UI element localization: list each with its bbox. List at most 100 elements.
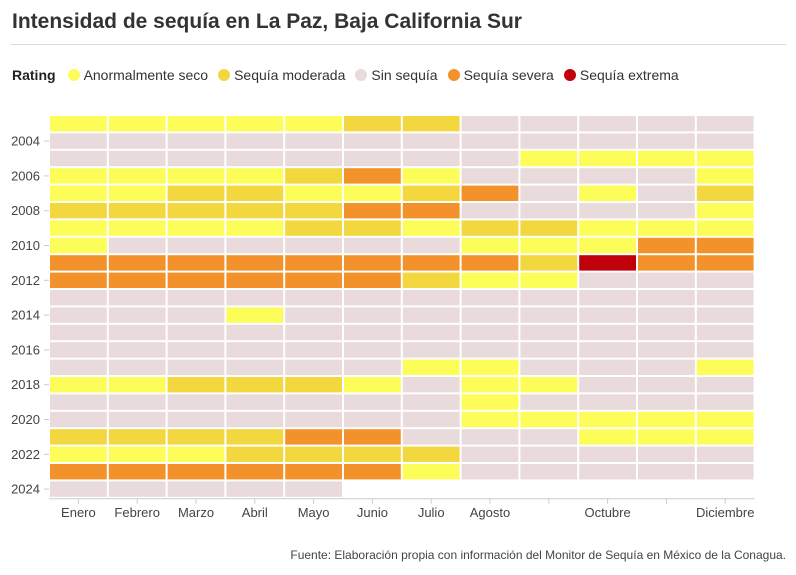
heatmap-cell[interactable]: Marzo 2017 [167, 359, 225, 375]
heatmap-cell[interactable]: Junio 2013 [344, 290, 401, 306]
heatmap-cell[interactable]: Mayo 2017 [285, 359, 342, 375]
heatmap-cell[interactable]: Abril 2022 [226, 446, 284, 462]
heatmap-cell[interactable]: Julio 2014 [402, 307, 460, 323]
heatmap-cell[interactable]: Marzo 2021 [167, 429, 225, 445]
heatmap-cell[interactable]: Diciembre 2007 [696, 185, 754, 201]
heatmap-cell[interactable]: Mayo 2014 [285, 307, 342, 323]
heatmap-cell[interactable]: Febrero 2020 [108, 411, 166, 428]
heatmap-cell[interactable]: Junio 2003 [344, 116, 401, 132]
heatmap-cell[interactable]: Febrero 2007 [108, 185, 166, 201]
heatmap-cell[interactable]: Febrero 2006 [108, 168, 166, 184]
heatmap-cell[interactable]: Agosto 2011 [461, 255, 519, 271]
heatmap-cell[interactable]: Enero 2018 [50, 377, 107, 393]
heatmap-cell[interactable]: Junio 2018 [344, 377, 401, 393]
heatmap-cell[interactable]: Julio 2019 [402, 394, 460, 410]
heatmap-cell[interactable]: Diciembre 2016 [696, 342, 754, 358]
heatmap-cell[interactable]: Septiembre 2007 [520, 185, 578, 201]
heatmap-cell[interactable]: Diciembre 2004 [696, 133, 754, 149]
heatmap-cell[interactable]: Mayo 2020 [285, 411, 342, 428]
heatmap-cell[interactable]: Diciembre 2022 [696, 446, 754, 462]
heatmap-cell[interactable]: Mayo 2006 [285, 168, 342, 184]
heatmap-cell[interactable]: Noviembre 2012 [638, 272, 695, 288]
heatmap-cell[interactable]: Marzo 2006 [167, 168, 225, 184]
heatmap-cell[interactable]: Octubre 2019 [579, 394, 636, 410]
heatmap-cell[interactable]: Abril 2005 [226, 150, 284, 167]
heatmap-cell[interactable]: Junio 2008 [344, 203, 401, 219]
heatmap-cell[interactable]: Marzo 2008 [167, 203, 225, 219]
heatmap-cell[interactable]: Agosto 2013 [461, 290, 519, 306]
heatmap-cell[interactable]: Mayo 2016 [285, 342, 342, 358]
heatmap-cell[interactable]: Junio 2006 [344, 168, 401, 184]
heatmap-cell[interactable]: Abril 2015 [226, 324, 284, 341]
heatmap-cell[interactable]: Abril 2014 [226, 307, 284, 323]
legend-item-anormalmente-seco[interactable]: Anormalmente seco [67, 67, 208, 83]
heatmap-cell[interactable]: Noviembre 2015 [638, 324, 695, 341]
heatmap-cell[interactable]: Octubre 2011 [579, 255, 636, 271]
heatmap-cell[interactable]: Marzo 2013 [167, 290, 225, 306]
heatmap-cell[interactable]: Marzo 2015 [167, 324, 225, 341]
heatmap-cell[interactable]: Julio 2003 [402, 116, 460, 132]
heatmap-cell[interactable]: Noviembre 2016 [638, 342, 695, 358]
heatmap-cell[interactable]: Diciembre 2009 [696, 220, 754, 236]
heatmap-cell[interactable]: Agosto 2014 [461, 307, 519, 323]
heatmap-cell[interactable]: Octubre 2023 [579, 464, 636, 480]
heatmap-cell[interactable]: Noviembre 2017 [638, 359, 695, 375]
heatmap-cell[interactable]: Octubre 2021 [579, 429, 636, 445]
heatmap-cell[interactable]: Diciembre 2008 [696, 203, 754, 219]
heatmap-cell[interactable]: Agosto 2019 [461, 394, 519, 410]
heatmap-cell[interactable]: Octubre 2017 [579, 359, 636, 375]
heatmap-cell[interactable]: Abril 2023 [226, 464, 284, 480]
heatmap-cell[interactable]: Noviembre 2019 [638, 394, 695, 410]
heatmap-cell[interactable]: Noviembre 2007 [638, 185, 695, 201]
heatmap-cell[interactable]: Octubre 2018 [579, 377, 636, 393]
heatmap-cell[interactable]: Octubre 2009 [579, 220, 636, 236]
heatmap-cell[interactable]: Enero 2024 [50, 481, 107, 497]
heatmap-cell[interactable]: Agosto 2010 [461, 237, 519, 254]
heatmap-cell[interactable]: Junio 2011 [344, 255, 401, 271]
heatmap-cell[interactable]: Septiembre 2011 [520, 255, 578, 271]
heatmap-cell[interactable]: Septiembre 2019 [520, 394, 578, 410]
heatmap-cell[interactable]: Mayo 2008 [285, 203, 342, 219]
heatmap-cell[interactable]: Mayo 2003 [285, 116, 342, 132]
heatmap-cell[interactable]: Mayo 2023 [285, 464, 342, 480]
heatmap-cell[interactable]: Abril 2010 [226, 237, 284, 254]
heatmap-cell[interactable]: Agosto 2003 [461, 116, 519, 132]
heatmap-cell[interactable]: Marzo 2003 [167, 116, 225, 132]
heatmap-cell[interactable]: Julio 2012 [402, 272, 460, 288]
heatmap-cell[interactable]: Septiembre 2005 [520, 150, 578, 167]
heatmap-cell[interactable]: Agosto 2009 [461, 220, 519, 236]
heatmap-cell[interactable]: Julio 2021 [402, 429, 460, 445]
heatmap-cell[interactable]: Febrero 2003 [108, 116, 166, 132]
heatmap-cell[interactable]: Enero 2008 [50, 203, 107, 219]
heatmap-cell[interactable]: Mayo 2012 [285, 272, 342, 288]
heatmap-cell[interactable]: Marzo 2016 [167, 342, 225, 358]
heatmap-cell[interactable]: Mayo 2005 [285, 150, 342, 167]
heatmap-cell[interactable]: Enero 2023 [50, 464, 107, 480]
heatmap-cell[interactable]: Mayo 2010 [285, 237, 342, 254]
heatmap-cell[interactable]: Marzo 2011 [167, 255, 225, 271]
heatmap-cell[interactable]: Junio 2009 [344, 220, 401, 236]
heatmap-cell[interactable]: Septiembre 2017 [520, 359, 578, 375]
heatmap-cell[interactable]: Junio 2020 [344, 411, 401, 428]
heatmap-cell[interactable]: Diciembre 2020 [696, 411, 754, 428]
heatmap-cell[interactable]: Febrero 2014 [108, 307, 166, 323]
heatmap-cell[interactable]: Junio 2014 [344, 307, 401, 323]
heatmap-cell[interactable]: Marzo 2019 [167, 394, 225, 410]
heatmap-cell[interactable]: Agosto 2012 [461, 272, 519, 288]
heatmap-cell[interactable]: Julio 2011 [402, 255, 460, 271]
heatmap-cell[interactable]: Agosto 2015 [461, 324, 519, 341]
heatmap-cell[interactable]: Marzo 2005 [167, 150, 225, 167]
legend-item-sequia-extrema[interactable]: Sequía extrema [563, 67, 679, 83]
heatmap-cell[interactable]: Noviembre 2013 [638, 290, 695, 306]
legend-item-sin-sequia[interactable]: Sin sequía [355, 67, 438, 83]
heatmap-cell[interactable]: Julio 2023 [402, 464, 460, 480]
heatmap-cell[interactable]: Enero 2022 [50, 446, 107, 462]
heatmap-cell[interactable]: Junio 2019 [344, 394, 401, 410]
heatmap-cell[interactable]: Febrero 2018 [108, 377, 166, 393]
heatmap-cell[interactable]: Noviembre 2006 [638, 168, 695, 184]
heatmap-cell[interactable]: Octubre 2020 [579, 411, 636, 428]
heatmap-cell[interactable]: Mayo 2013 [285, 290, 342, 306]
heatmap-cell[interactable]: Noviembre 2009 [638, 220, 695, 236]
heatmap-cell[interactable]: Enero 2017 [50, 359, 107, 375]
heatmap-cell[interactable]: Julio 2006 [402, 168, 460, 184]
